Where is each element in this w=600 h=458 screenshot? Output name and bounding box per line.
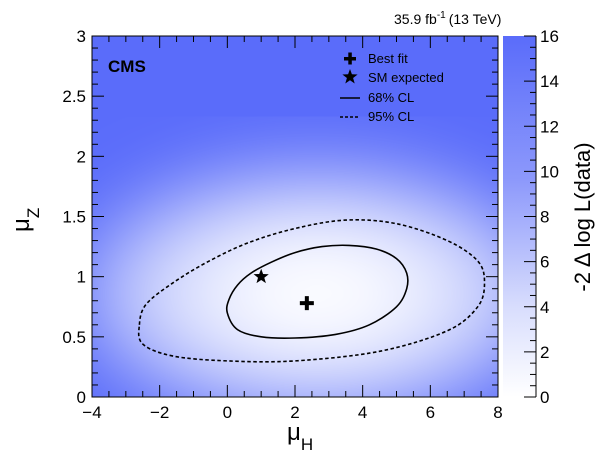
legend-label-68: 68% CL [368,90,414,105]
contours [137,219,486,363]
x-tick-label: −4 [82,403,101,422]
luminosity-energy: (13 TeV) [449,11,502,27]
y-tick-label: 0 [77,388,86,407]
y-tick-label: 2 [77,147,86,166]
x-tick-label: 8 [493,403,502,422]
legend-marker-star [342,69,358,84]
x-tick-label: 0 [223,403,232,422]
y-tick-label: 3 [77,27,86,46]
z-tick-label: 2 [540,343,549,362]
x-axis: −4 −2 0 2 4 6 8 [82,36,503,422]
x-tick-label: 4 [358,403,367,422]
y-axis-title: μZ [8,208,43,232]
z-tick-label: 10 [540,162,559,181]
x-tick-label: 6 [426,403,435,422]
legend-marker-best-fit [344,52,356,65]
markers [253,268,314,311]
legend-label-best-fit: Best fit [368,51,408,66]
heatmap [92,36,498,397]
z-tick-label: 14 [540,72,559,91]
y-axis: 0 0.5 1 1.5 2 2.5 3 [62,27,498,407]
z-tick-label: 12 [540,117,559,136]
legend-label-95: 95% CL [368,109,414,124]
y-tick-label: 2.5 [62,87,86,106]
experiment-label: CMS [108,57,146,76]
best-fit-marker-v [304,296,309,311]
x-axis-subscript: H [301,435,313,454]
y-tick-label: 1 [77,268,86,287]
x-tick-label: −2 [150,403,169,422]
contour-95 [137,219,486,363]
luminosity-label: 35.9 fb-1 (13 TeV) [394,10,501,27]
y-tick-label: 1.5 [62,208,86,227]
z-axis: 0 2 4 6 8 10 12 14 16 [524,27,559,407]
y-axis-symbol: μ [8,218,35,232]
heatmap-levels [92,167,498,397]
x-axis-title: μH [287,419,313,454]
z-axis-title: -2 Δ log L(data) [570,142,595,291]
x-tick-label: 2 [290,403,299,422]
luminosity-exponent: -1 [437,10,446,21]
z-tick-label: 4 [540,298,549,317]
luminosity-value: 35.9 fb [394,11,437,27]
sm-expected-marker [253,268,269,284]
y-tick-label: 0.5 [62,328,86,347]
contour-68 [225,244,409,339]
z-tick-label: 16 [540,27,559,46]
legend-label-sm-expected: SM expected [368,70,444,85]
heatmap-level-inner [229,242,405,345]
legend: Best fit SM expected 68% CL 95% CL [340,51,444,124]
z-tick-label: 0 [540,388,549,407]
x-axis-symbol: μ [287,419,301,446]
z-tick-label: 6 [540,253,549,272]
y-axis-subscript: Z [24,208,43,218]
z-tick-label: 8 [540,208,549,227]
